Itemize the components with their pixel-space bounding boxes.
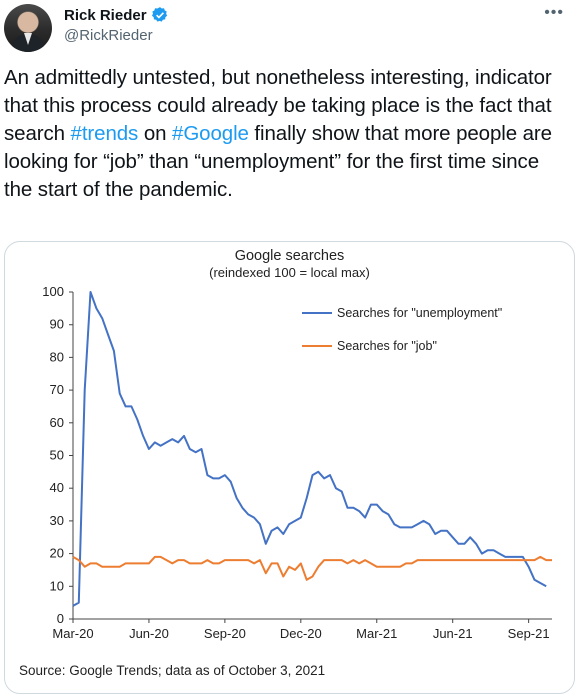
y-tick-label: 20 xyxy=(50,546,64,561)
line-chart: 0 10 20 30 40 50 60 70 80 90 100 Mar-20 Jun-20 Sep-20… xyxy=(42,284,552,641)
more-horizontal-icon[interactable]: ••• xyxy=(544,4,564,21)
x-tick-label: Mar-20 xyxy=(52,626,93,641)
author-row: Rick Rieder xyxy=(64,6,169,24)
series-line-job xyxy=(72,555,552,581)
tweet-text-part: finally show that more people are lookin… xyxy=(4,122,552,201)
tweet-text-part: An admittedly untested, but nonetheless … xyxy=(4,66,552,145)
x-tick-label: Sep-20 xyxy=(204,626,246,641)
series-line-unemployment xyxy=(72,291,547,607)
verified-badge-icon xyxy=(151,7,167,22)
legend-label: Searches for "job" xyxy=(337,339,437,353)
y-tick-label: 40 xyxy=(50,480,64,495)
y-tick-label: 10 xyxy=(50,578,64,593)
x-tick-label: Jun-20 xyxy=(129,626,169,641)
y-tick-label: 0 xyxy=(57,611,64,626)
avatar[interactable] xyxy=(4,4,52,52)
x-tick-label: Mar-21 xyxy=(356,626,397,641)
tweet-text-part: on xyxy=(138,122,173,145)
chart-title: Google searches xyxy=(234,248,345,264)
y-tick-label: 50 xyxy=(50,448,64,463)
avatar-collar xyxy=(24,33,32,45)
legend-label: Searches for "unemployment" xyxy=(337,306,502,320)
tweet-media-chart[interactable]: Google searches (reindexed 100 = local m… xyxy=(4,241,575,694)
y-tick-label: 60 xyxy=(50,415,64,430)
hashtag-google-link[interactable]: #Google xyxy=(172,122,249,145)
tweet-text: An admittedly untested, but nonetheless … xyxy=(4,64,572,204)
chart-source: Source: Google Trends; data as of Octobe… xyxy=(19,663,326,678)
y-tick-label: 70 xyxy=(50,382,64,397)
x-tick-label: Jun-21 xyxy=(433,626,473,641)
author-name[interactable]: Rick Rieder xyxy=(64,6,147,24)
chart-subtitle: (reindexed 100 = local max) xyxy=(209,265,370,280)
author-handle[interactable]: @RickRieder xyxy=(64,27,153,44)
hashtag-trends-link[interactable]: #trends xyxy=(70,122,139,145)
x-tick-label: Dec-20 xyxy=(280,626,322,641)
y-tick-label: 30 xyxy=(50,513,64,528)
x-tick-label: Sep-21 xyxy=(508,626,550,641)
y-tick-label: 90 xyxy=(50,317,64,332)
y-tick-label: 80 xyxy=(50,349,64,364)
y-tick-label: 100 xyxy=(42,284,64,299)
